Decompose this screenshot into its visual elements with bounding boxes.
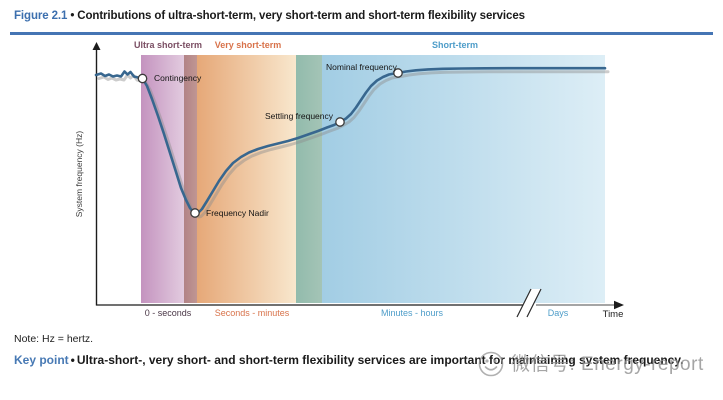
curve-marker (335, 117, 345, 127)
band-very-short-term (197, 55, 296, 303)
curve-marker (190, 208, 200, 218)
frequency-chart (92, 42, 624, 318)
phase-bands (141, 55, 605, 303)
axis-break-slash-2 (526, 288, 542, 318)
band-transition (296, 55, 322, 303)
annotation-settling-frequency: Settling frequency (264, 111, 333, 121)
title-bullet: • (70, 10, 75, 22)
curve-markers (137, 68, 403, 218)
band-overlap (184, 55, 197, 303)
x-axis-arrow (614, 300, 624, 310)
tick-0-seconds: 0 - seconds (144, 308, 192, 318)
key-point-label: Key point (14, 353, 69, 367)
y-axis-label: System frequency (Hz) (74, 130, 84, 218)
curve-marker (137, 73, 148, 84)
axis-break-gap (517, 289, 541, 317)
band-label-very-short-term: Very short-term (214, 40, 282, 50)
figure-title-row: Figure 2.1 • Contributions of ultra-short-… (14, 10, 525, 22)
key-point: Key point • Ultra-short-, very short- and … (14, 351, 714, 370)
figure-title: Contributions of ultra-short-term, very … (77, 10, 525, 22)
tick-seconds-minutes: Seconds - minutes (214, 308, 290, 318)
figure-note: Note: Hz = hertz. (14, 333, 94, 345)
key-point-text: Ultra-short-, very short- and short-term… (76, 353, 684, 367)
tick-days: Days (547, 308, 569, 318)
annotation-nominal-frequency: Nominal frequency (326, 62, 397, 72)
annotation-contingency: Contingency (154, 73, 202, 83)
axes (92, 42, 624, 318)
annotation-frequency-nadir: Frequency Nadir (206, 208, 269, 218)
title-divider (10, 32, 713, 35)
y-axis-arrow (92, 42, 101, 50)
x-axis-label-time: Time (602, 309, 624, 320)
band-short-term (322, 55, 605, 303)
axis-break-slash-1 (516, 288, 532, 318)
curve-marker (393, 68, 403, 78)
band-label-short-term: Short-term (431, 40, 479, 50)
key-point-bullet: • (70, 353, 75, 367)
band-label-ultra-short-term: Ultra short-term (133, 40, 203, 50)
figure-number: Figure 2.1 (14, 10, 68, 22)
tick-minutes-hours: Minutes - hours (380, 308, 444, 318)
